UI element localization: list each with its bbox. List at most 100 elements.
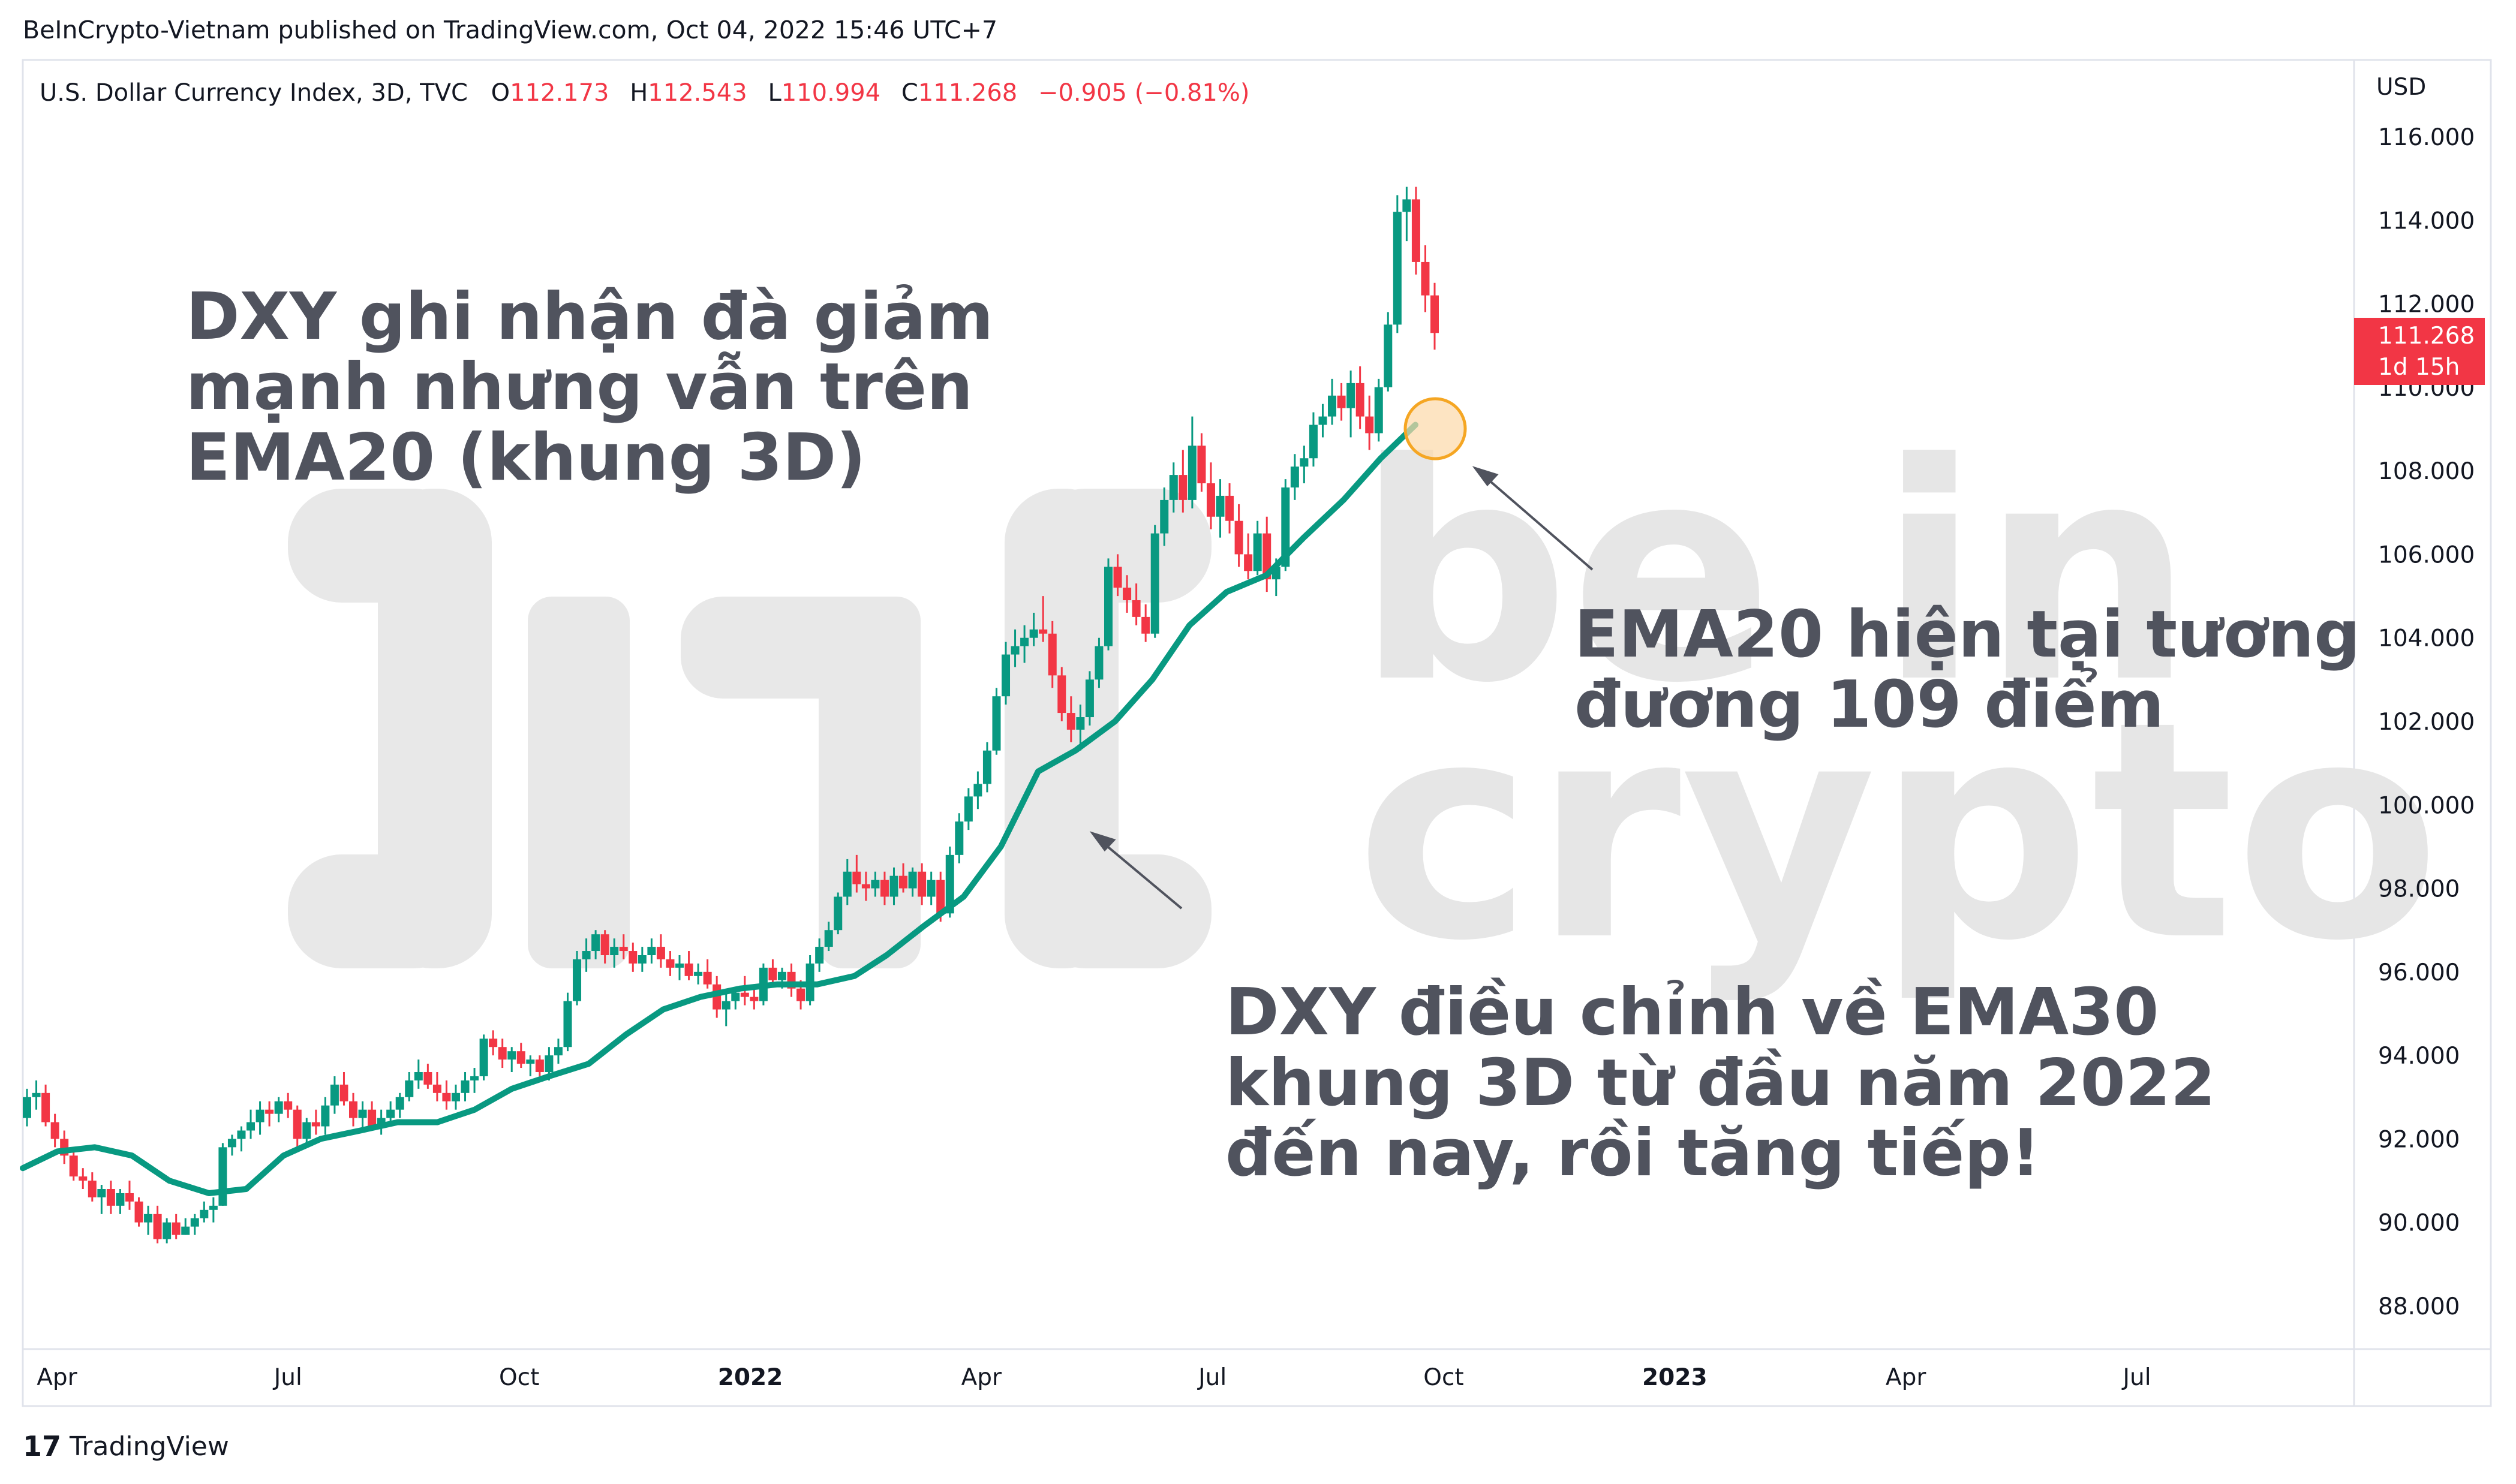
candle-body [1244,554,1253,571]
time-tick-label: Apr [961,1364,1002,1391]
candle-body [1169,475,1178,500]
candle-body [1150,533,1159,634]
candle-body [815,947,824,964]
annotation-top-left-line2: mạnh nhưng vẫn trên [186,350,973,425]
candle [405,1072,414,1101]
candle-body [1076,717,1085,730]
candle-body [591,934,600,952]
candle [834,892,843,935]
candle [973,771,982,809]
candle-body [255,1109,264,1122]
ema-highlight-circle [1403,397,1467,460]
candle-body [703,971,712,985]
candle [181,1218,190,1235]
candle-body [1048,633,1057,676]
candle [1104,558,1113,651]
candle [284,1092,293,1118]
candle-body [349,1101,358,1118]
candle [1039,596,1048,642]
candle [918,863,927,905]
candle-body [1020,637,1029,646]
candle-body [1206,483,1215,517]
price-axis[interactable]: 116.000114.000112.000110.000108.000106.0… [2378,124,2475,1320]
candle-body [432,1084,441,1093]
price-tick-label: 90.000 [2378,1210,2460,1237]
candle [526,1055,535,1076]
candle-body [982,750,991,784]
candle-body [1300,458,1309,467]
candle [1095,637,1104,688]
candle [479,1034,488,1080]
tradingview-brand-name: TradingView [70,1431,229,1462]
candle [144,1205,153,1235]
candle-body [1039,629,1048,634]
candle [619,934,628,959]
time-axis[interactable]: Apr Jul Oct 2022 Apr Jul Oct 2023 Apr Jul [37,1364,2151,1391]
candle-body [1197,445,1206,484]
candle [982,742,991,793]
candle-body [330,1084,339,1106]
candle-body [1113,567,1122,588]
annotation-bottom-line3: đến nay, rồi tăng tiếp! [1225,1116,2040,1191]
candle-body [955,821,964,855]
candle-body [619,947,628,952]
candle [1328,378,1337,425]
candle-body [321,1105,330,1127]
price-tick-label: 94.000 [2378,1043,2460,1070]
legend-o-label: O [491,79,510,107]
candle [1011,629,1020,667]
watermark-line1: be in [1355,399,2194,748]
annotation-bottom-line2: khung 3D từ đầu năm 2022 [1225,1046,2216,1121]
candle [1057,667,1066,721]
candle-body [470,1076,479,1080]
candle-body [218,1147,227,1206]
annotation-top-left-line1: DXY ghi nhận đà giảm [186,279,993,354]
candle [1402,186,1411,242]
candle [908,867,917,897]
candle-body [1234,520,1243,555]
candle [1216,479,1225,538]
tradingview-brand[interactable]: 17 TradingView [23,1430,229,1462]
candle [349,1092,358,1127]
candle-body [656,947,665,959]
candle-body [498,1047,507,1060]
candle [694,963,703,985]
candle-body [134,1201,143,1223]
legend-l-label: L [768,79,781,107]
candle [880,871,889,905]
candle [703,959,712,989]
candle-body [88,1181,97,1197]
candle [992,688,1001,755]
price-tick-label: 100.000 [2378,792,2475,819]
candle-body [1216,495,1225,517]
published-caption: BeInCrypto-Vietnam published on TradingV… [23,16,998,44]
candle [1141,604,1150,642]
legend-high: 112.543 [648,79,747,107]
candle-body [451,1092,460,1101]
candle [274,1097,283,1122]
candle-body [1132,600,1141,617]
candle-body [918,871,927,897]
tradingview-logo-icon: 17 [23,1430,62,1462]
candle-body [293,1109,302,1139]
candle-body [227,1139,236,1148]
candle [442,1080,451,1110]
candle [1262,516,1271,592]
candle [666,951,675,976]
candle [1020,625,1029,663]
candle-body [79,1176,88,1181]
candle [535,1055,544,1076]
candle [209,1197,218,1223]
candle-body [442,1092,451,1101]
legend-close: 111.268 [918,79,1017,107]
candle-body [423,1072,432,1085]
candle-body [1225,495,1234,521]
candle-body [461,1080,470,1093]
candle-body [554,1047,563,1056]
candle-body [880,880,889,897]
candle-body [106,1189,115,1206]
candle-body [265,1109,274,1114]
candle-body [1318,416,1327,425]
candle-body [582,951,591,959]
